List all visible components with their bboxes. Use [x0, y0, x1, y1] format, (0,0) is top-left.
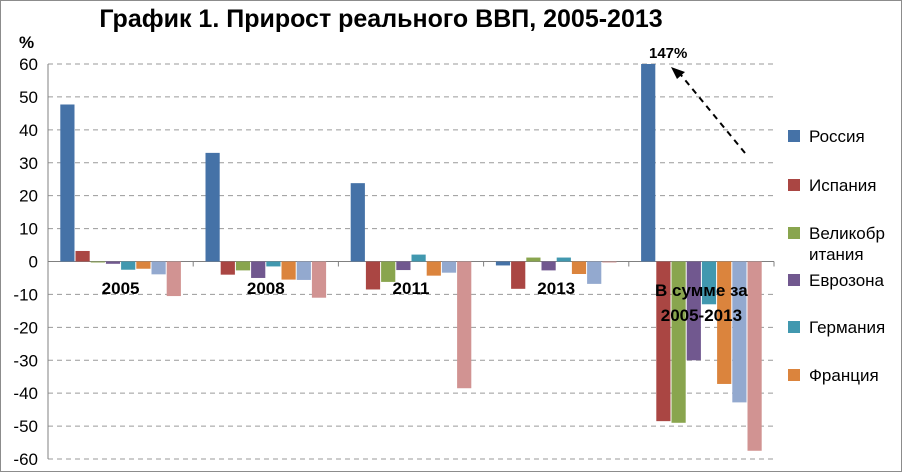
bar	[151, 261, 166, 275]
bar	[656, 261, 671, 422]
bar	[381, 261, 396, 282]
legend-swatch	[788, 369, 800, 381]
bar	[717, 261, 732, 384]
bar	[396, 261, 411, 271]
bar	[60, 104, 75, 262]
bar	[556, 257, 571, 262]
legend-label: Еврозона	[809, 271, 885, 290]
bar	[281, 261, 296, 280]
y-tick-label: -20	[13, 318, 38, 337]
y-tick-label: 10	[19, 220, 38, 239]
x-category-label: 2005-2013	[661, 306, 742, 325]
y-tick-label: 50	[19, 88, 38, 107]
bar	[166, 261, 181, 297]
bar	[526, 257, 541, 262]
x-category-label: 2013	[537, 279, 575, 298]
bar	[701, 261, 717, 305]
annotation-label: 147%	[649, 45, 687, 62]
chart-title: График 1. Прирост реального ВВП, 2005-20…	[99, 5, 663, 33]
annotation-arrowhead	[671, 67, 685, 79]
bar	[747, 261, 762, 451]
legend-label: Великобр	[809, 224, 885, 243]
legend-swatch	[788, 179, 800, 191]
y-tick-label: 40	[19, 121, 38, 140]
y-tick-label: -30	[13, 351, 38, 370]
bar	[641, 64, 656, 262]
bar	[296, 261, 311, 280]
y-tick-label: 0	[29, 253, 38, 272]
bar	[205, 152, 220, 262]
legend-swatch	[788, 274, 800, 286]
bar	[426, 261, 441, 276]
y-tick-label: -50	[13, 417, 38, 436]
bar	[686, 261, 701, 361]
x-category-label: 2011	[393, 279, 430, 298]
bar	[266, 261, 281, 267]
legend-label: Испания	[809, 176, 876, 195]
x-category-label: В сумме за	[655, 281, 748, 300]
y-tick-label: 20	[19, 187, 38, 206]
legend-label: Германия	[809, 318, 885, 337]
bar	[571, 261, 587, 275]
bar	[411, 254, 426, 262]
annotation-arrow	[680, 74, 746, 154]
bar	[251, 261, 266, 278]
bar	[121, 261, 136, 270]
bar	[671, 261, 686, 423]
bar	[495, 261, 511, 266]
bar	[457, 261, 472, 389]
y-tick-label: 30	[19, 154, 38, 173]
legend-swatch	[788, 321, 800, 333]
x-category-label: 2005	[102, 279, 140, 298]
bar	[311, 261, 327, 298]
bar	[235, 261, 251, 271]
legend-label: итания	[809, 245, 864, 264]
legend-label: Россия	[809, 127, 865, 146]
y-tick-label: -40	[13, 384, 38, 403]
bar	[511, 261, 526, 289]
bar	[365, 261, 381, 290]
bar	[441, 261, 457, 273]
y-tick-label: -10	[13, 285, 38, 304]
bar	[136, 261, 151, 269]
bar	[602, 261, 617, 263]
y-tick-label: 60	[19, 55, 38, 74]
legend-swatch	[788, 227, 800, 239]
legend-label: Франция	[809, 366, 879, 385]
bar	[541, 261, 556, 271]
legend-swatch	[788, 130, 800, 142]
bar	[90, 261, 105, 263]
y-tick-label: -60	[13, 450, 38, 469]
bar	[105, 261, 121, 264]
bar	[587, 261, 602, 284]
bar	[220, 261, 235, 275]
bar	[75, 250, 90, 262]
x-category-label: 2008	[247, 279, 285, 298]
bar	[350, 183, 365, 262]
y-axis-label: %	[19, 33, 34, 52]
bar	[732, 261, 747, 403]
